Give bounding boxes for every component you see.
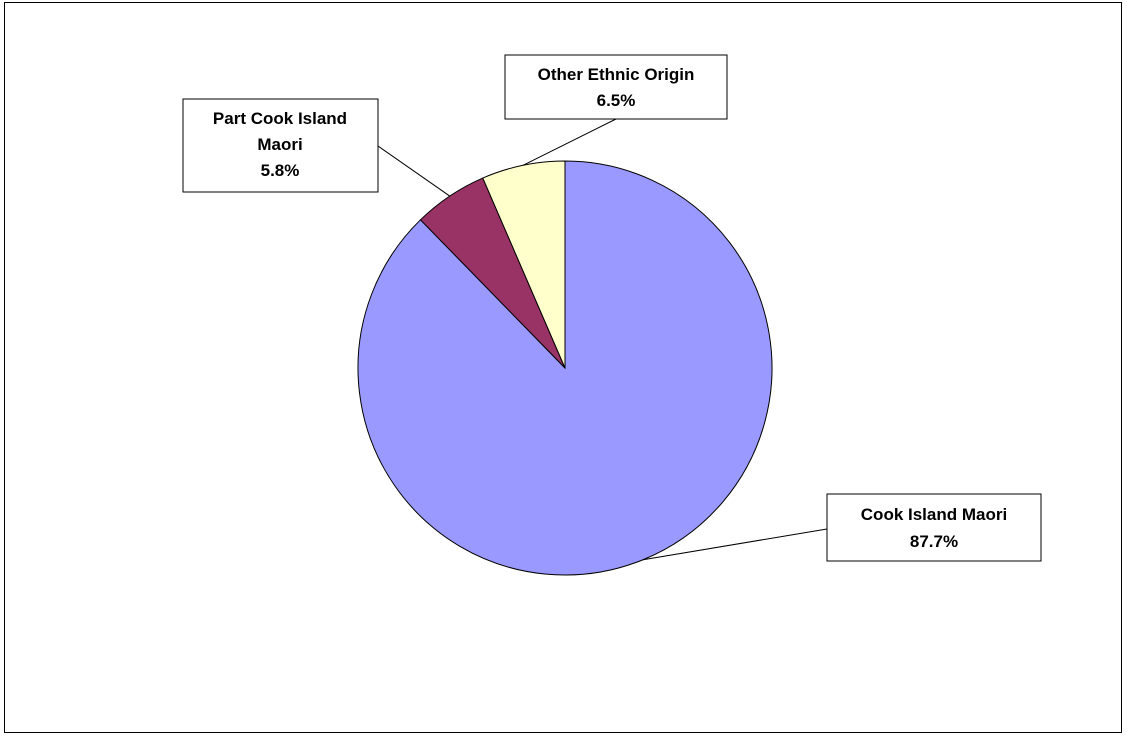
pie-slice-other-ethnic-origin (482, 160, 566, 369)
data-label-part-cook-island-maori: Part Cook Island Maori 5.8% (182, 98, 379, 193)
data-label-cook-island-maori-name: Cook Island Maori (861, 505, 1007, 524)
data-label-other-ethnic-origin: Other Ethnic Origin 6.5% (504, 54, 728, 120)
data-label-other-ethnic-origin-value: 6.5% (597, 91, 636, 110)
data-label-other-ethnic-origin-name: Other Ethnic Origin (538, 65, 695, 84)
leader-line-part-cook-island-maori (377, 145, 451, 197)
pie-slices (357, 160, 773, 576)
data-label-part-cook-island-maori-value: 5.8% (261, 161, 300, 180)
leader-lines (377, 118, 828, 561)
leader-line-other-ethnic-origin (522, 118, 617, 166)
leader-line-cook-island-maori (642, 528, 828, 561)
data-label-cook-island-maori-value: 87.7% (910, 532, 958, 551)
data-label-part-cook-island-maori-name-line1: Part Cook Island (213, 109, 347, 128)
data-label-part-cook-island-maori-name-line2: Maori (257, 135, 302, 154)
data-label-cook-island-maori: Cook Island Maori 87.7% (826, 493, 1042, 562)
